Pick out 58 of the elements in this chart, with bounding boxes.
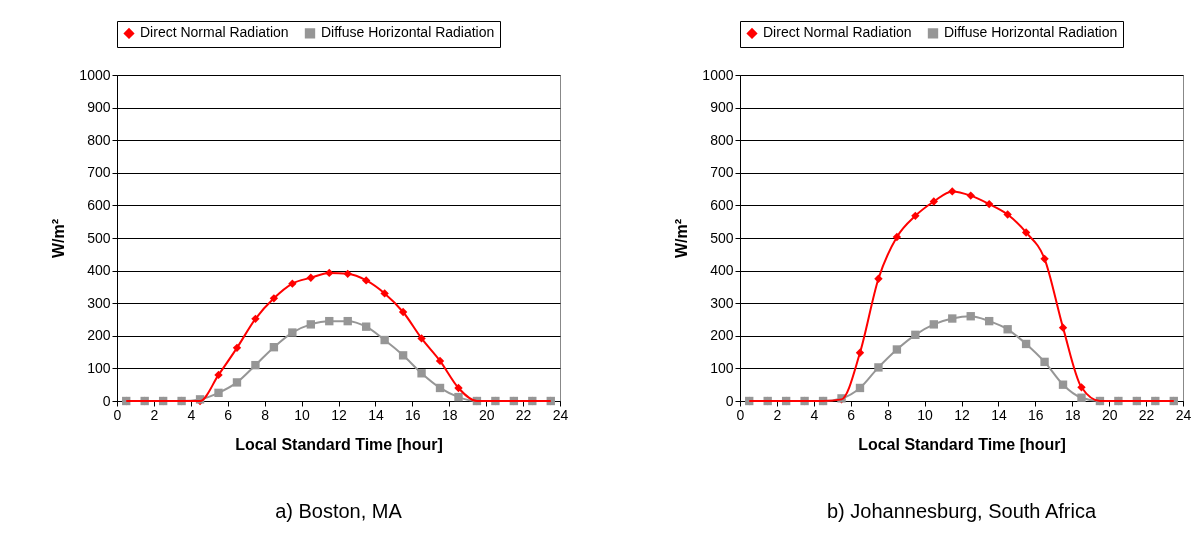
x-tick-label: 8 (261, 406, 270, 423)
x-tick-label: 22 (515, 406, 532, 423)
x-tick-label: 0 (736, 406, 745, 423)
x-tick-label: 24 (552, 406, 569, 423)
legend-label: Direct Normal Radiation (140, 24, 289, 41)
x-tick-label: 2 (773, 406, 782, 423)
x-tick-label: 24 (1175, 406, 1192, 423)
y-tick-label: 500 (87, 229, 111, 246)
text: b) Johannesburg, South Africa (826, 500, 1097, 522)
x-tick-label: 14 (368, 406, 384, 423)
legend-label: Diffuse Horizontal Radiation (321, 24, 495, 41)
x-tick-label: 8 (884, 406, 893, 423)
legend-label: Diffuse Horizontal Radiation (944, 24, 1118, 41)
text: a) Boston, MA (275, 500, 403, 522)
x-tick-label: 16 (405, 406, 421, 423)
x-tick-label: 6 (847, 406, 856, 423)
x-tick-label: 0 (113, 406, 122, 423)
y-tick-label: 800 (87, 131, 111, 148)
x-tick-label: 2 (150, 406, 159, 423)
y-tick-label: 800 (710, 131, 734, 148)
y-tick-label: 300 (87, 294, 111, 311)
y-tick-label: 100 (710, 359, 734, 376)
x-tick-label: 12 (954, 406, 970, 423)
x-tick-label: 18 (1064, 406, 1081, 423)
y-tick-label: 900 (87, 99, 111, 116)
y-axis-title: W/m² (673, 218, 691, 259)
x-tick-label: 10 (917, 406, 934, 423)
y-tick-label: 200 (710, 327, 734, 344)
x-tick-label: 6 (224, 406, 233, 423)
y-tick-label: 300 (710, 294, 734, 311)
x-tick-label: 20 (1101, 406, 1118, 423)
y-tick-label: 0 (725, 392, 734, 409)
y-tick-label: 500 (710, 229, 734, 246)
x-tick-label: 4 (187, 406, 196, 423)
y-tick-label: 400 (87, 262, 111, 279)
y-tick-label: 200 (87, 327, 111, 344)
x-axis-title: Local Standard Time [hour] (235, 435, 443, 453)
y-tick-label: 400 (710, 262, 734, 279)
x-tick-label: 12 (331, 406, 347, 423)
x-tick-label: 22 (1138, 406, 1155, 423)
y-tick-label: 100 (87, 359, 111, 376)
y-tick-label: 700 (87, 164, 111, 181)
y-tick-label: 900 (710, 99, 734, 116)
y-tick-label: 1000 (79, 66, 111, 83)
y-tick-label: 0 (102, 392, 111, 409)
y-tick-label: 700 (710, 164, 734, 181)
legend-label: Direct Normal Radiation (763, 24, 912, 41)
y-axis-title: W/m² (50, 218, 68, 259)
x-tick-label: 4 (810, 406, 819, 423)
x-tick-label: 16 (1028, 406, 1044, 423)
y-tick-label: 600 (87, 196, 111, 213)
y-tick-label: 1000 (702, 66, 734, 83)
x-tick-label: 10 (294, 406, 311, 423)
x-tick-label: 20 (478, 406, 495, 423)
x-axis-title: Local Standard Time [hour] (858, 435, 1066, 453)
y-tick-label: 600 (710, 196, 734, 213)
x-tick-label: 18 (441, 406, 458, 423)
x-tick-label: 14 (991, 406, 1007, 423)
